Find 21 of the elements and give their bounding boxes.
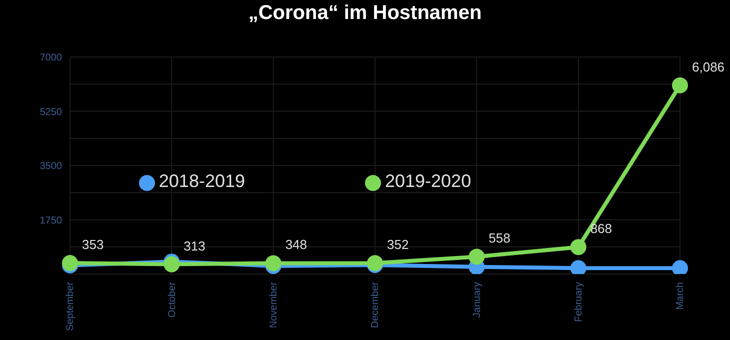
y-tick-label: 3500: [40, 161, 62, 172]
chart-title: „Corona“ im Hostnamen: [247, 1, 483, 26]
data-label: 352: [387, 237, 409, 252]
legend-label: 2019-2020: [385, 171, 472, 191]
x-tick-label: January: [472, 282, 483, 318]
data-label: 313: [184, 238, 206, 254]
data-label: 868: [590, 221, 612, 236]
data-label: 348: [285, 237, 308, 252]
data-label: 353: [82, 237, 104, 252]
y-tick-label: 7000: [40, 52, 62, 64]
legend-label: 2018-2019: [158, 171, 245, 191]
data-label: 558: [488, 230, 510, 246]
y-tick-label: 5250: [40, 106, 62, 118]
data-label: 6,086: [692, 59, 725, 74]
x-tick-label: March: [675, 282, 686, 310]
y-tick-label: 1750: [40, 215, 62, 226]
x-tick-label: October: [166, 281, 178, 318]
x-tick-label: November: [268, 281, 280, 328]
x-tick-label: February: [573, 282, 584, 322]
x-tick-label: December: [370, 281, 382, 328]
x-tick-label: September: [65, 281, 76, 331]
